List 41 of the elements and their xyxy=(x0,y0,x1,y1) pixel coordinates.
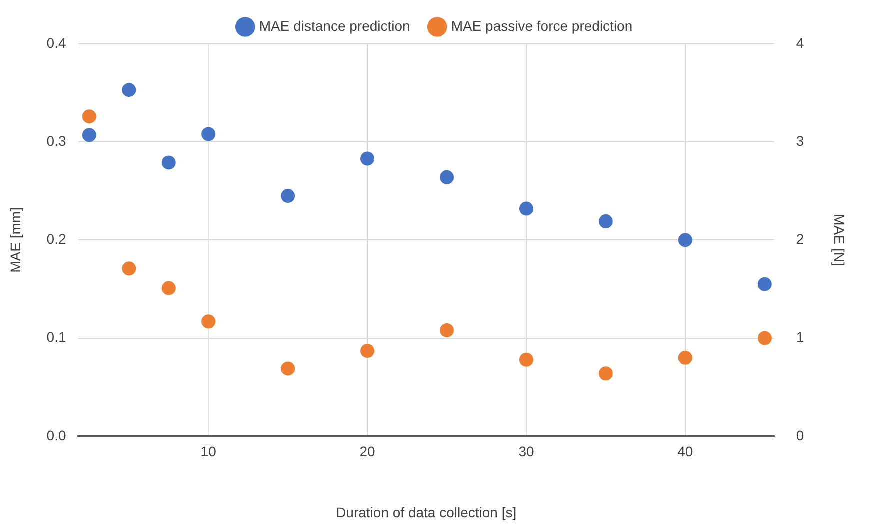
point xyxy=(281,362,296,376)
point xyxy=(360,344,375,358)
point xyxy=(758,331,772,346)
legend-label: MAE passive force prediction xyxy=(451,18,633,34)
point xyxy=(440,170,454,184)
y2-tick-label: 3 xyxy=(796,132,804,149)
x-tick-label: 10 xyxy=(200,444,217,460)
point xyxy=(82,128,96,142)
y-axis-title: MAE [mm] xyxy=(7,208,24,273)
point xyxy=(202,314,216,329)
point xyxy=(122,83,136,98)
x-tick-label: 20 xyxy=(360,444,376,460)
point xyxy=(82,110,96,124)
y-tick-label: 0.4 xyxy=(46,34,66,51)
y2-tick-label: 2 xyxy=(796,231,804,248)
legend-label: MAE distance prediction xyxy=(259,18,410,34)
y2-tick-label: 4 xyxy=(796,34,804,51)
point xyxy=(598,214,613,229)
y2-tick-label: 0 xyxy=(796,427,804,444)
point xyxy=(162,156,176,170)
point xyxy=(519,202,534,216)
point xyxy=(678,350,692,365)
point xyxy=(162,281,176,296)
x-axis-title: Duration of data collection [s] xyxy=(336,504,517,520)
x-tick-label: 40 xyxy=(678,444,694,460)
y2-tick-label: 1 xyxy=(796,329,804,346)
point xyxy=(519,352,534,367)
y2-axis-title: MAE [N] xyxy=(832,214,848,266)
point xyxy=(360,152,375,166)
x-tick-label: 30 xyxy=(518,444,534,460)
y-tick-label: 0.0 xyxy=(46,427,66,444)
y-tick-label: 0.3 xyxy=(46,132,66,149)
point xyxy=(122,262,136,276)
y-tick-label: 0.2 xyxy=(46,231,66,248)
y-tick-label: 0.1 xyxy=(46,329,66,346)
point xyxy=(202,127,216,142)
point xyxy=(598,366,613,381)
point xyxy=(758,277,772,292)
point xyxy=(281,189,296,204)
point xyxy=(440,323,454,338)
point xyxy=(678,233,692,248)
